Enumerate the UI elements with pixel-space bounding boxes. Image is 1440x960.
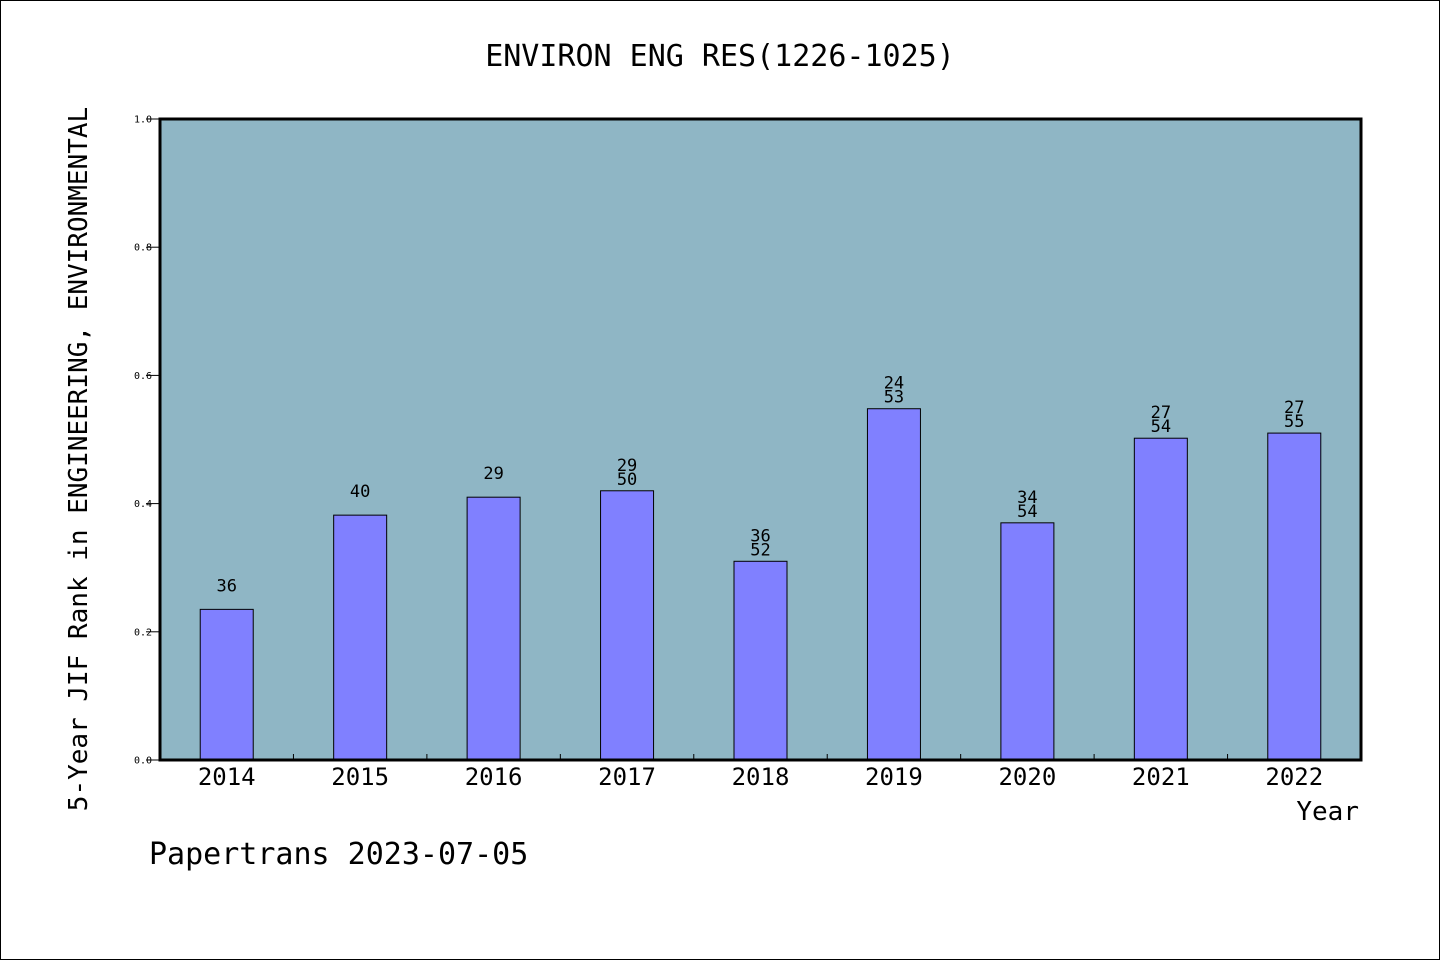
bars-layer [199, 408, 1322, 761]
x-tick-label-2016: 2016 [465, 763, 523, 791]
bar-2019 [866, 408, 921, 761]
bar-label-2021: 54 [1151, 417, 1171, 437]
bar-label-2016: 29 [483, 464, 503, 484]
y-tick-label: 1.0 [134, 115, 152, 126]
x-tick-label-2019: 2019 [865, 763, 923, 791]
bar-2016 [466, 496, 521, 761]
y-tick-label: 0.0 [134, 756, 152, 767]
y-axis-label: 5-Year JIF Rank in ENGINEERING, ENVIRONM… [64, 107, 94, 811]
y-tick-label: 0.2 [134, 627, 152, 638]
bar-label-2015: 40 [350, 482, 370, 502]
x-tick-label-2017: 2017 [598, 763, 656, 791]
bar-label-2022: 27 [1284, 398, 1304, 418]
bar-2021 [1133, 437, 1188, 761]
footer-text: Papertrans 2023-07-05 [149, 837, 528, 872]
x-tick-label-2015: 2015 [331, 763, 389, 791]
y-tick-label: 0.6 [134, 371, 152, 382]
chart-title: ENVIRON ENG RES(1226-1025) [485, 39, 955, 74]
bar-2022 [1267, 432, 1322, 761]
bar-label-2017: 29 [617, 456, 637, 476]
x-tick-label-2020: 2020 [998, 763, 1056, 791]
bar-2014 [199, 608, 254, 761]
x-axis: 2014 2015 2016 2017 2018 2019 2020 2021 2022 [198, 754, 1323, 791]
x-axis-label: Year [1296, 797, 1359, 827]
bar-label-2022: 55 [1284, 412, 1304, 432]
bar-label-2020: 54 [1017, 502, 1037, 522]
bar-label-2021: 27 [1151, 403, 1171, 423]
x-tick-label-2022: 2022 [1265, 763, 1323, 791]
bar-2018 [733, 560, 788, 761]
y-tick-label: 0.8 [134, 243, 152, 254]
bar-2020 [1000, 522, 1055, 761]
x-tick-label-2021: 2021 [1132, 763, 1190, 791]
bar-label-2018: 36 [750, 526, 770, 546]
bar-label-2019: 53 [884, 388, 904, 408]
y-tick-label: 0.4 [134, 499, 152, 510]
x-tick-label-2014: 2014 [198, 763, 256, 791]
bar-label-2014: 36 [216, 576, 236, 596]
bar-label-2017: 50 [617, 470, 637, 490]
y-axis: 0.0 0.2 0.4 0.6 0.8 1.0 [134, 115, 160, 767]
bar-label-2018: 52 [750, 540, 770, 560]
bar-label-2020: 34 [1017, 488, 1037, 508]
bar-2017 [600, 490, 655, 761]
bar-label-2019: 24 [884, 374, 904, 394]
plot-border [158, 117, 1363, 762]
bar-2015 [333, 514, 388, 761]
x-tick-label-2018: 2018 [732, 763, 790, 791]
